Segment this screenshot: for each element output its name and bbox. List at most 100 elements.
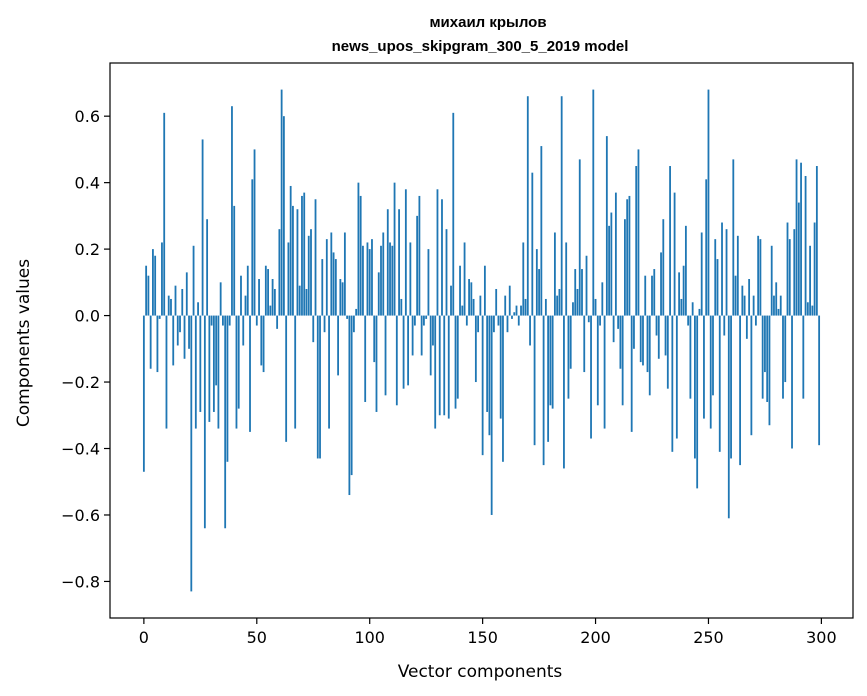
bar (447, 315, 450, 419)
bar (723, 315, 726, 336)
bar (206, 219, 209, 316)
bar (601, 282, 604, 316)
bar (624, 219, 626, 316)
bar (483, 265, 486, 316)
bar (269, 305, 272, 316)
bar (542, 315, 545, 466)
bar (287, 242, 290, 316)
bar (497, 315, 500, 326)
bar (389, 242, 391, 316)
bar (472, 298, 475, 316)
bar (353, 315, 355, 333)
bar (420, 315, 423, 356)
bar (813, 222, 816, 316)
bar (310, 229, 312, 316)
bar (271, 279, 274, 316)
bar (569, 315, 572, 369)
bar (644, 275, 647, 316)
bar (325, 239, 328, 316)
bar (691, 302, 694, 316)
bar (594, 298, 597, 316)
bar (172, 315, 175, 366)
bar (716, 259, 719, 316)
bar (682, 265, 685, 316)
bar (721, 222, 723, 316)
y-tick-label: 0.4 (75, 174, 100, 193)
bar (806, 302, 809, 316)
bar (398, 209, 400, 316)
bar (759, 239, 762, 316)
bar (743, 295, 746, 316)
bar (617, 315, 620, 329)
bar (538, 269, 540, 316)
bar (520, 305, 522, 316)
bar (657, 315, 660, 359)
bar (793, 229, 796, 316)
bar (612, 315, 615, 343)
bar (201, 139, 204, 316)
bar (224, 315, 227, 529)
y-axis-ticks: −0.8 −0.6 −0.4 −0.2 0.0 0.2 0.4 0.6 (61, 107, 110, 591)
bar (662, 219, 665, 316)
bar (400, 298, 403, 316)
bar (750, 315, 753, 436)
bar (698, 308, 701, 316)
bar (502, 315, 504, 462)
bar (226, 315, 229, 462)
bar (246, 265, 249, 316)
bar (522, 242, 525, 316)
bar (626, 199, 629, 316)
bar (499, 315, 502, 419)
bar (547, 315, 550, 442)
bar (192, 245, 195, 316)
bar (764, 315, 766, 373)
bar (574, 269, 577, 316)
bar (768, 315, 771, 426)
bar (334, 259, 337, 316)
bar (513, 312, 516, 316)
bar (488, 315, 491, 436)
bar (619, 315, 622, 369)
bar (727, 315, 730, 519)
bar (576, 288, 579, 316)
y-axis-label: Components values (14, 259, 34, 427)
bar (461, 305, 464, 316)
bar (673, 192, 676, 316)
bar (605, 136, 608, 316)
bar (371, 239, 373, 316)
bar (687, 315, 690, 326)
bar (413, 315, 416, 326)
bar (260, 315, 263, 366)
bar (788, 239, 791, 316)
bar (486, 315, 489, 412)
bar (452, 112, 455, 316)
bar (303, 192, 306, 316)
bar (377, 272, 380, 316)
bar (208, 315, 211, 422)
bar (176, 315, 179, 346)
bar (235, 315, 238, 429)
bar (739, 315, 741, 466)
bar (481, 315, 484, 456)
bar (533, 315, 536, 446)
bar (212, 315, 215, 412)
bar (732, 159, 735, 316)
bar (705, 179, 708, 316)
bar (332, 252, 335, 316)
bar (255, 315, 258, 326)
bar (145, 265, 148, 316)
bar (779, 295, 782, 316)
bar (648, 315, 651, 396)
bar (380, 245, 382, 316)
bar (163, 112, 166, 316)
bar (395, 315, 398, 406)
bar (531, 172, 534, 316)
bar (348, 315, 351, 496)
bar (382, 232, 385, 316)
bar (754, 315, 757, 326)
bar (393, 182, 396, 316)
bar (190, 315, 193, 592)
bar (614, 192, 617, 316)
